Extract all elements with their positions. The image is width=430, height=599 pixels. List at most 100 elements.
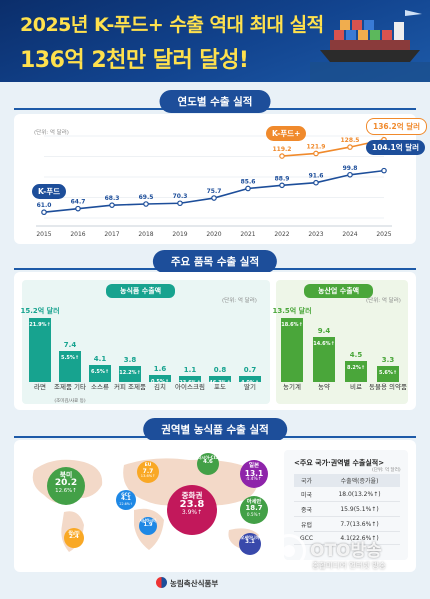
cargo-ship-icon — [310, 10, 430, 82]
item-bar — [313, 337, 335, 382]
item-bar — [59, 350, 81, 382]
region-name: 서남아시아 — [139, 518, 157, 523]
region-growth: 22.6%↑ — [119, 501, 133, 506]
x-tick-label: 2023 — [308, 231, 323, 238]
item-name: 커피 조제품 — [114, 383, 146, 391]
region-bubble: EU 7.7 13.6%↑ — [137, 461, 159, 483]
section-items-header: 주요 품목 수출 실적 — [14, 250, 416, 273]
kfood-point — [313, 179, 319, 186]
kfood-point — [75, 205, 81, 212]
item-growth: 18.6%↑ — [281, 322, 303, 328]
item-growth: 21.9%↑ — [29, 322, 51, 328]
region-value: 4.6 — [203, 459, 213, 466]
kfood-plus-point — [313, 150, 319, 157]
region-growth: 3.9%↑ — [181, 509, 203, 517]
item-note: (조미김/사료 등) — [54, 399, 86, 404]
table-cell: 유럽 — [294, 516, 320, 532]
item-growth: 8.2%↑ — [346, 364, 366, 371]
item-value: 3.3 — [381, 356, 395, 365]
kfood-data-label: 68.3 — [105, 195, 120, 202]
item-value: 4.1 — [93, 354, 107, 363]
region-bubble: 중남미 2.4 — [64, 528, 84, 548]
region-bubble: 북미 20.2 12.6%↑ — [47, 467, 85, 505]
region-value: 20.2 — [54, 478, 78, 489]
header-title: 2025년 K-푸드+ 수출 역대 최대 실적 — [20, 14, 324, 36]
agri-industry-unit: (단위: 억 달러) — [366, 298, 401, 304]
table-cell: 15.9(5.1%↑) — [319, 501, 400, 517]
item-value: 13.5억 달러 — [272, 307, 312, 315]
item-name: 비료 — [350, 383, 362, 391]
annual-chart-panel: (단위: 억 달러) 2015 2016 2017 2018 2019 2020 2021 2… — [14, 114, 428, 244]
item-bar — [239, 376, 261, 382]
x-tick-label: 2022 — [274, 231, 289, 238]
region-name: 북미 — [59, 471, 73, 480]
item-value: 15.2억 달러 — [20, 307, 60, 315]
region-name: 오세아니아 — [240, 535, 260, 541]
item-bar — [149, 375, 171, 382]
kfood-data-label: 64.7 — [71, 199, 86, 206]
region-bubble: 중화권 23.8 3.9%↑ — [167, 485, 217, 535]
kfood-point — [143, 201, 149, 207]
item-bar — [209, 376, 231, 382]
kfood-data-label: 69.5 — [139, 194, 154, 201]
kfood-data-label: 85.6 — [241, 178, 256, 185]
item-name: 라면 — [34, 383, 46, 391]
section-items-title: 주요 품목 수출 실적 — [152, 250, 278, 273]
table-title: <주요 국가·권역별 수출실적> — [294, 459, 385, 467]
regions-panel: 중화권 23.8 3.9%↑ 북미 20.2 12.6%↑ 일본 13.1 4.4%↑ 아세안 18… — [14, 440, 416, 572]
region-growth: 13.6%↑ — [140, 474, 156, 479]
annual-unit: (단위: 억 달러) — [34, 130, 69, 136]
region-bubble: 일본 13.1 4.4%↑ — [240, 460, 268, 488]
region-growth: 12.6%↑ — [55, 487, 77, 494]
x-tick-label: 2015 — [36, 231, 51, 238]
item-bar — [89, 364, 111, 382]
kfood-data-label: 91.6 — [309, 173, 324, 180]
agrifood-unit: (단위: 억 달러) — [222, 298, 257, 304]
region-bubble: GCC 4.1 22.6%↑ — [116, 490, 136, 510]
kfood-plus-point — [279, 153, 285, 159]
table-header-amount: 수출액(증가율) — [319, 474, 400, 487]
section-regions-header: 권역별 농식품 수출 실적 — [14, 418, 416, 441]
x-tick-label: 2018 — [138, 231, 153, 238]
item-growth: 12.2%↑ — [119, 370, 141, 376]
item-name: 조제품 기타 — [54, 383, 86, 391]
items-panel: 농식품 수출액 (단위: 억 달러) 21.9%↑ 15.2억 달러 라면 5.5%↑… — [14, 272, 416, 410]
item-value: 1.1 — [183, 366, 197, 374]
kfood-data-label: 61.0 — [37, 202, 52, 209]
watermark-title: OTO방송 — [310, 541, 382, 561]
region-value: 4.1 — [121, 496, 131, 503]
item-growth: 14.6%↑ — [313, 341, 335, 348]
item-bar — [179, 376, 201, 382]
kfood-point — [381, 167, 387, 174]
region-value: 2.4 — [69, 534, 79, 541]
item-value: 0.8 — [213, 366, 227, 374]
region-growth: 4.4%↑ — [246, 476, 262, 482]
broadcaster-logo-icon — [272, 534, 306, 568]
item-bar — [29, 318, 51, 382]
region-bubble: 러시아·CIS 4.6 — [197, 453, 219, 475]
x-tick-label: 2020 — [206, 231, 221, 238]
kfood-plus-data-label: 128.5 — [341, 137, 360, 144]
legend-kfood-plus: K-푸드+ — [266, 126, 307, 141]
x-tick-label: 2021 — [240, 231, 255, 238]
item-value: 3.8 — [123, 356, 137, 364]
region-value: 1.9 — [143, 522, 153, 529]
kfood-data-label: 99.8 — [343, 165, 358, 172]
item-value: 7.4 — [63, 340, 77, 349]
item-bar — [281, 318, 303, 382]
kfood-data-label: 75.7 — [207, 188, 222, 195]
region-name: 아세안 — [246, 498, 262, 505]
item-bar — [119, 366, 141, 382]
table-unit: (단위: 억 달러) — [372, 468, 401, 473]
kfood-point — [109, 202, 115, 208]
item-growth: 4.0%↑ — [240, 380, 260, 386]
item-name: 포도 — [214, 383, 226, 391]
item-name: 동물용 의약품 — [369, 383, 407, 391]
agri-industry-subpanel: 농산업 수출액 (단위: 억 달러) 18.6%↑ 13.5억 달러 농기계 14.6… — [272, 280, 408, 404]
x-tick-label: 2025 — [376, 231, 391, 238]
table-cell: 18.0(13.2%↑) — [319, 487, 400, 502]
section-regions-title: 권역별 농식품 수출 실적 — [143, 418, 287, 441]
kfood-point — [245, 185, 251, 192]
item-value: 0.7 — [243, 366, 257, 374]
section-annual-header: 연도별 수출 실적 — [14, 90, 416, 113]
